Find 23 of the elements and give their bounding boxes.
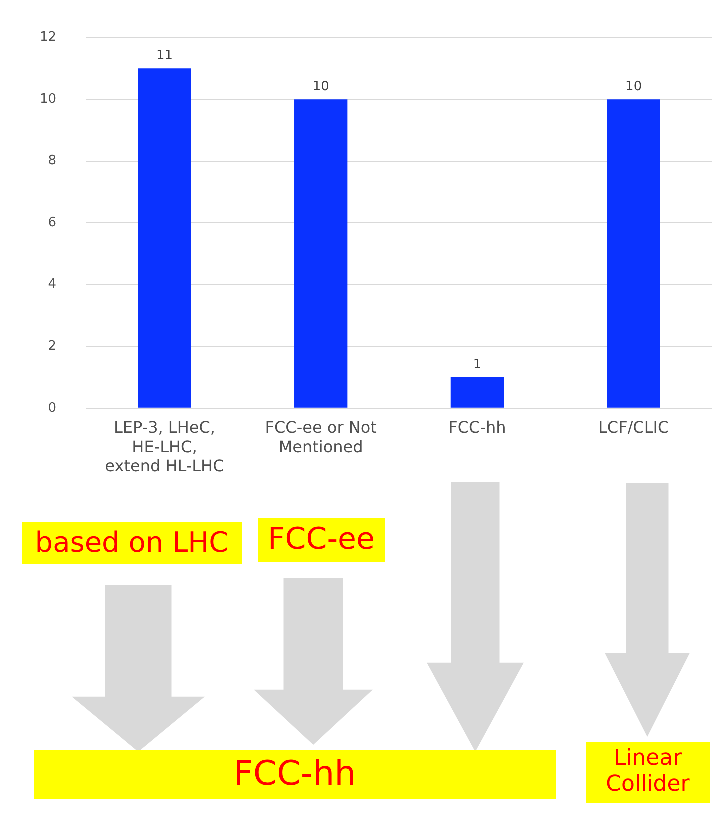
data-label: 11 [156, 48, 173, 64]
bar [450, 378, 504, 408]
bar [294, 100, 348, 408]
x-tick-label: FCC-ee or Not Mentioned [265, 418, 377, 456]
y-tick-label: 4 [48, 277, 57, 292]
text: based on LHC [22, 522, 242, 564]
y-tick-label: 12 [40, 30, 57, 46]
text: FCC-ee [258, 518, 385, 562]
y-tick-label: 2 [48, 339, 57, 354]
y-tick-label: 6 [48, 215, 57, 230]
x-tick-label: LCF/CLIC [598, 418, 670, 438]
x-tick-label: FCC-hh [448, 418, 506, 438]
text: FCC-hh [34, 750, 556, 799]
y-tick-label: 10 [40, 92, 57, 107]
bar [138, 68, 192, 408]
text: Linear Collider [586, 742, 710, 803]
data-label: 10 [626, 79, 642, 94]
data-label: 1 [473, 357, 482, 372]
y-tick-label: 8 [48, 154, 57, 169]
y-tick-label: 0 [48, 400, 57, 416]
bar [607, 100, 660, 408]
x-tick-label: LEP-3, LHeC, HE-LHC, extend HL-LHC [105, 418, 224, 476]
data-label: 10 [312, 79, 330, 94]
